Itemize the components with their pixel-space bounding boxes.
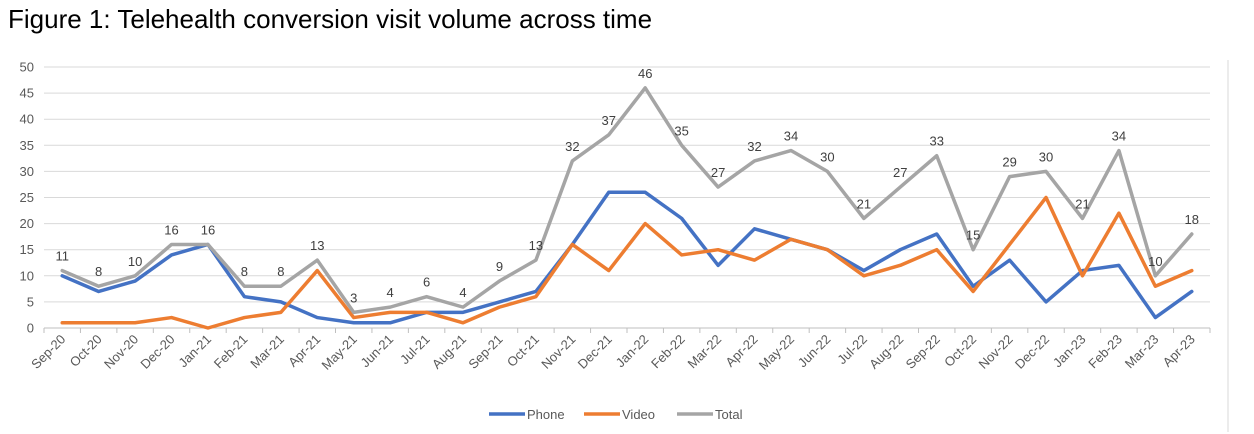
x-tick-label: Nov-22 xyxy=(975,332,1015,372)
data-label-total: 9 xyxy=(496,259,503,274)
data-label-total: 30 xyxy=(820,149,834,164)
x-tick-label: May-22 xyxy=(756,332,797,373)
data-label-total: 13 xyxy=(529,238,543,253)
data-label-total: 33 xyxy=(929,134,943,149)
data-label-total: 8 xyxy=(241,264,248,279)
x-tick-label: Sep-21 xyxy=(465,332,505,372)
data-label-total: 18 xyxy=(1185,212,1199,227)
x-tick-label: May-21 xyxy=(319,332,360,373)
y-tick-label: 0 xyxy=(27,321,34,336)
x-tick-label: Sep-22 xyxy=(903,332,943,372)
y-tick-label: 40 xyxy=(20,112,34,127)
data-label-total: 6 xyxy=(423,275,430,290)
x-tick-label: Mar-21 xyxy=(247,332,287,372)
x-tick-label: Nov-20 xyxy=(101,332,141,372)
data-label-total: 37 xyxy=(602,113,616,128)
series-line-total xyxy=(60,86,1194,315)
y-tick-label: 25 xyxy=(20,190,34,205)
x-tick-label: Feb-23 xyxy=(1085,332,1125,372)
data-label-total: 34 xyxy=(1112,129,1126,144)
data-label-total: 3 xyxy=(350,290,357,305)
x-tick-label: Aug-21 xyxy=(429,332,469,372)
data-label-total: 21 xyxy=(1075,196,1089,211)
data-label-total: 32 xyxy=(747,139,761,154)
legend-label-video: Video xyxy=(622,407,655,422)
data-label-total: 8 xyxy=(277,264,284,279)
data-label-total: 21 xyxy=(857,196,871,211)
data-label-total: 34 xyxy=(784,129,798,144)
x-tick-label: Oct-21 xyxy=(504,332,542,370)
y-tick-label: 20 xyxy=(20,216,34,231)
y-tick-label: 30 xyxy=(20,164,34,179)
data-label-total: 32 xyxy=(565,139,579,154)
data-label-total: 27 xyxy=(711,165,725,180)
x-tick-label: Apr-22 xyxy=(722,332,760,370)
data-label-total: 16 xyxy=(164,222,178,237)
y-tick-label: 35 xyxy=(20,138,34,153)
x-tick-label: Jan-21 xyxy=(175,332,214,371)
x-tick-label: Jan-22 xyxy=(613,332,652,371)
data-label-total: 16 xyxy=(201,222,215,237)
x-tick-label: Mar-22 xyxy=(684,332,724,372)
x-tick-label: Apr-23 xyxy=(1160,332,1198,370)
data-label-total: 30 xyxy=(1039,149,1053,164)
x-tick-label: Jul-21 xyxy=(397,332,433,368)
x-tick-label: Dec-21 xyxy=(575,332,615,372)
y-tick-label: 15 xyxy=(20,242,34,257)
y-tick-label: 10 xyxy=(20,268,34,283)
x-tick-label: Apr-21 xyxy=(285,332,323,370)
y-tick-label: 5 xyxy=(27,294,34,309)
legend-label-phone: Phone xyxy=(527,407,565,422)
data-label-total: 27 xyxy=(893,165,907,180)
data-label-total: 4 xyxy=(459,285,466,300)
data-label-total: 35 xyxy=(674,123,688,138)
data-label-total: 8 xyxy=(95,264,102,279)
data-label-total: 10 xyxy=(128,254,142,269)
x-tick-label: Jul-22 xyxy=(834,332,870,368)
x-tick-label: Mar-23 xyxy=(1122,332,1162,372)
x-axis-ticks: Sep-20Oct-20Nov-20Dec-20Jan-21Feb-21Mar-… xyxy=(28,328,1211,373)
x-tick-label: Sep-20 xyxy=(28,332,68,372)
series-lines xyxy=(60,86,1194,330)
series-line-video xyxy=(60,195,1194,330)
x-tick-label: Feb-21 xyxy=(211,332,251,372)
x-tick-label: Jun-22 xyxy=(795,332,834,371)
y-tick-label: 50 xyxy=(20,60,34,75)
legend: Phone Video Total xyxy=(489,407,743,422)
data-label-total: 4 xyxy=(387,285,394,300)
data-label-total: 29 xyxy=(1002,155,1016,170)
x-tick-label: Dec-22 xyxy=(1012,332,1052,372)
data-label-total: 13 xyxy=(310,238,324,253)
x-tick-label: Feb-22 xyxy=(648,332,688,372)
x-tick-label: Nov-21 xyxy=(538,332,578,372)
x-tick-label: Aug-22 xyxy=(866,332,906,372)
x-tick-label: Oct-22 xyxy=(941,332,979,370)
x-tick-label: Jan-23 xyxy=(1050,332,1089,371)
y-tick-label: 45 xyxy=(20,86,34,101)
data-label-total: 11 xyxy=(55,249,69,264)
figure-title: Figure 1: Telehealth conversion visit vo… xyxy=(8,4,653,34)
y-axis-ticks: 0 5 10 15 20 25 30 35 40 45 50 xyxy=(20,60,34,336)
x-tick-label: Oct-20 xyxy=(67,332,105,370)
data-label-total: 10 xyxy=(1148,254,1162,269)
data-label-total: 46 xyxy=(638,66,652,81)
legend-label-total: Total xyxy=(715,407,743,422)
series-line-phone xyxy=(60,190,1194,325)
data-label-total: 15 xyxy=(966,228,980,243)
x-tick-label: Dec-20 xyxy=(137,332,177,372)
x-tick-label: Jun-21 xyxy=(358,332,397,371)
